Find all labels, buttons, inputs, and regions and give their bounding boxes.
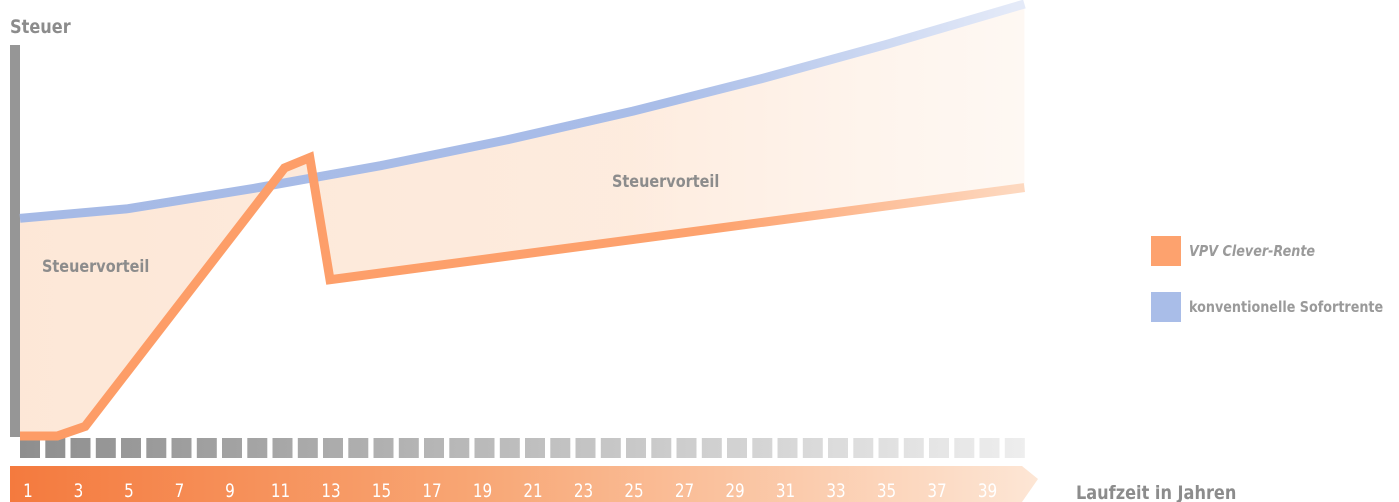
tick-square [575, 438, 596, 458]
tick-square [373, 438, 394, 458]
tick-square [449, 438, 470, 458]
steuervorteil-area [20, 4, 1025, 436]
x-tick-label: 25 [624, 480, 643, 502]
x-tick-label: 11 [271, 480, 290, 502]
x-axis-ticks [20, 438, 1025, 458]
tick-square [701, 438, 722, 458]
x-tick-label: 9 [225, 480, 235, 502]
tick-square [424, 438, 444, 458]
x-tick-label: 19 [473, 480, 492, 502]
area-label-right: Steuervorteil [612, 171, 719, 191]
x-axis-ribbon [10, 466, 1038, 502]
tick-square [222, 438, 242, 458]
x-tick-label: 1 [23, 480, 33, 502]
x-tick-label: 35 [877, 480, 896, 502]
tick-square [727, 438, 747, 458]
tick-square [651, 438, 672, 458]
x-tick-label: 31 [776, 480, 795, 502]
tick-square [323, 438, 343, 458]
y-axis [10, 45, 20, 437]
y-axis-label: Steuer [10, 17, 71, 39]
legend-label: konventionelle Sofortrente [1189, 298, 1384, 316]
tick-square [398, 438, 419, 458]
tick-square [929, 438, 949, 458]
x-tick-label: 3 [74, 480, 84, 502]
tick-square [525, 438, 545, 458]
tick-square [878, 438, 899, 458]
x-tick-label: 39 [978, 480, 997, 502]
area-label-left: Steuervorteil [42, 256, 149, 276]
tick-square [600, 438, 621, 458]
tick-square [752, 438, 773, 458]
tick-square [777, 438, 798, 458]
tick-square [171, 438, 192, 458]
tick-square [348, 438, 369, 458]
x-tick-label: 27 [675, 480, 694, 502]
tick-square [196, 438, 217, 458]
x-axis-label: Laufzeit in Jahren [1076, 483, 1236, 502]
tick-square [272, 438, 293, 458]
x-tick-label: 29 [725, 480, 744, 502]
tick-square [70, 438, 91, 458]
tick-square [45, 438, 66, 458]
series-line-konventionelle-sofortrente [19, 0, 1026, 223]
x-tick-label: 13 [321, 480, 340, 502]
tick-square [676, 438, 697, 458]
x-tick-label: 33 [826, 480, 845, 502]
x-tick-label: 17 [422, 480, 441, 502]
tick-square [550, 438, 571, 458]
tick-square [853, 438, 874, 458]
legend-item-vpv-clever-rente: VPV Clever-Rente [1151, 236, 1337, 266]
tick-square [802, 438, 823, 458]
x-tick-label: 7 [175, 480, 185, 502]
legend-swatch-orange [1151, 236, 1181, 266]
tick-square [474, 438, 495, 458]
tick-square [20, 438, 40, 458]
tick-square [95, 438, 116, 458]
tick-square [828, 438, 848, 458]
x-tick-label: 15 [372, 480, 391, 502]
x-axis-tick-labels: 1 3 5 7 9 11 13 15 17 19 21 23 25 27 29 31 33 35 37 39 [23, 480, 997, 502]
tick-square [903, 438, 924, 458]
x-tick-label: 23 [574, 480, 593, 502]
legend-label: VPV Clever-Rente [1189, 242, 1316, 260]
tick-square [626, 438, 646, 458]
tick-square [146, 438, 167, 458]
series-line-vpv-clever-rente [20, 151, 1025, 441]
tick-square [954, 438, 975, 458]
legend-item-konventionelle-sofortrente: konventionelle Sofortrente [1151, 292, 1399, 322]
tick-square [1004, 438, 1025, 458]
tick-square [499, 438, 520, 458]
x-tick-label: 21 [523, 480, 542, 502]
x-tick-label: 37 [927, 480, 946, 502]
tick-square [247, 438, 268, 458]
tick-square [979, 438, 1000, 458]
tick-square [297, 438, 318, 458]
legend-swatch-blue [1151, 292, 1181, 322]
tick-square [121, 438, 141, 458]
x-tick-label: 5 [124, 480, 134, 502]
